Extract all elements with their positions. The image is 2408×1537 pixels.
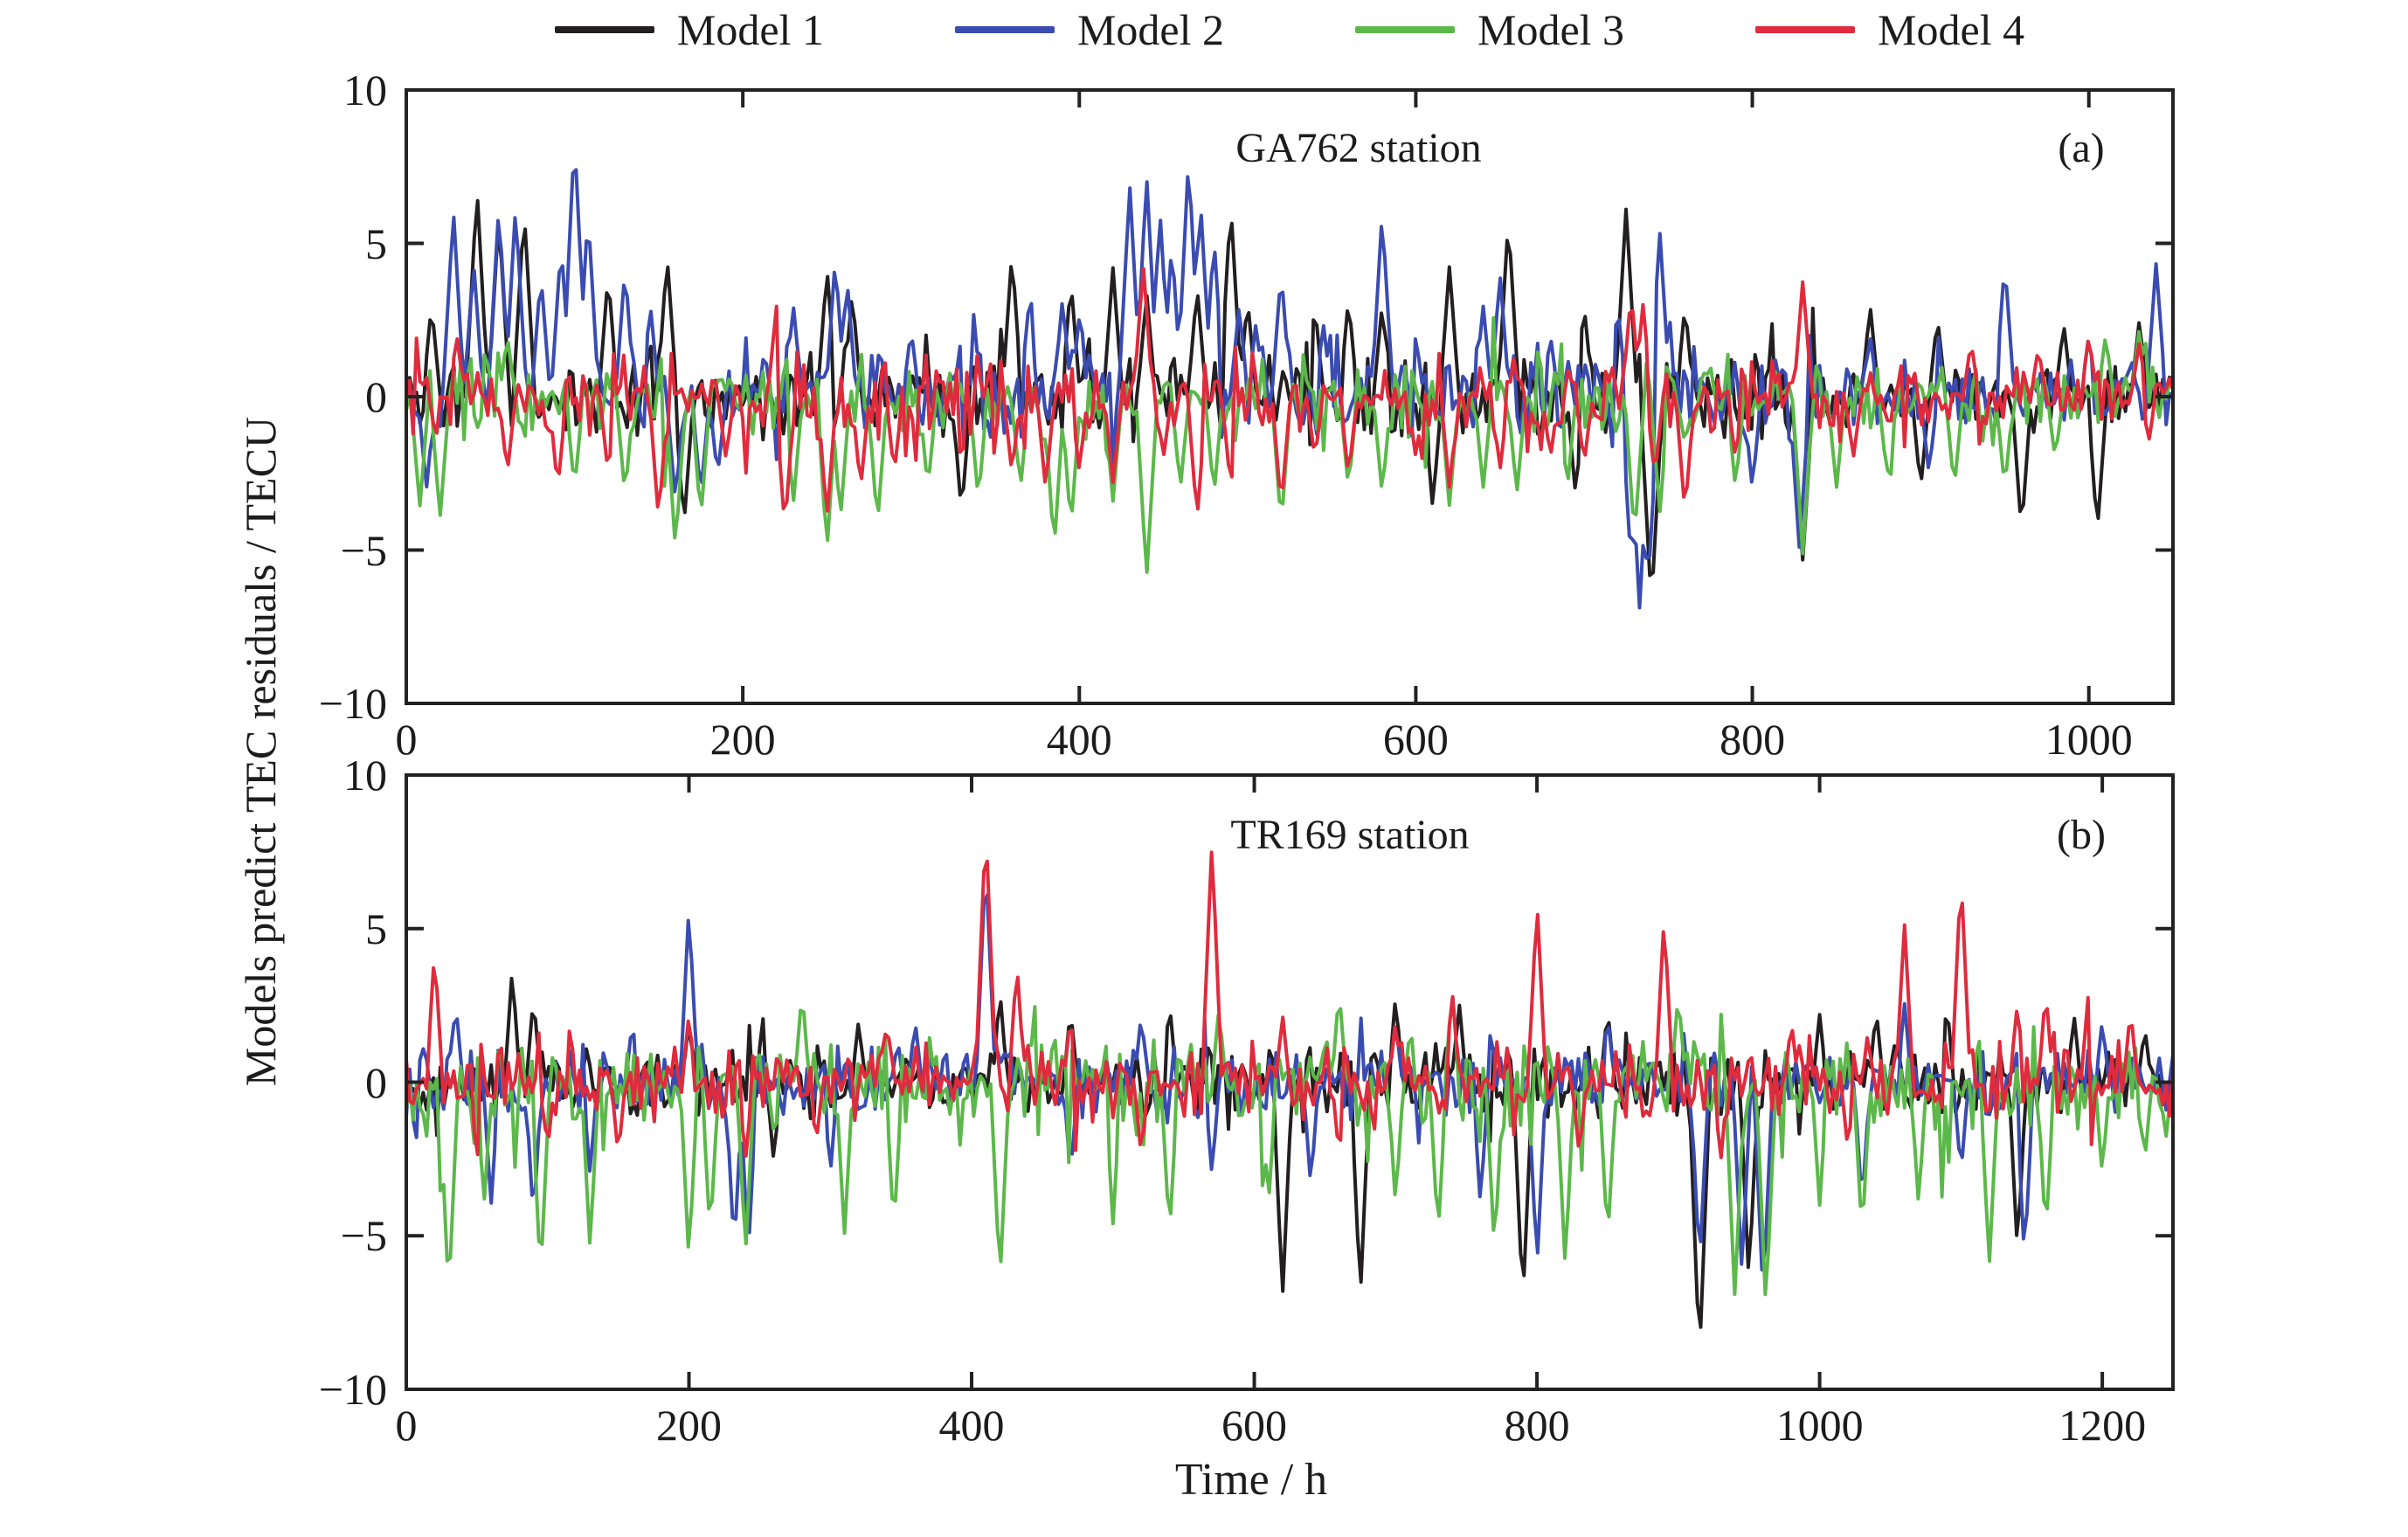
legend-line-swatch xyxy=(554,26,654,33)
y-tick-label: 0 xyxy=(365,372,387,421)
legend-item: Model 1 xyxy=(554,5,824,54)
legend-label: Model 3 xyxy=(1477,5,1625,54)
x-tick-label: 800 xyxy=(1720,715,1786,764)
legend-item: Model 2 xyxy=(954,5,1224,54)
y-tick-label: −5 xyxy=(340,525,387,575)
legend-label: Model 1 xyxy=(676,5,824,54)
legend-line-swatch xyxy=(1755,26,1856,33)
x-tick-label: 800 xyxy=(1504,1401,1570,1450)
x-tick-label: 400 xyxy=(1046,715,1112,764)
y-tick-label: 10 xyxy=(343,66,387,114)
series-path xyxy=(406,976,2173,1329)
y-tick-label: −10 xyxy=(318,1365,387,1414)
panel-b-title: TR169 station xyxy=(1230,812,1470,858)
x-tick-label: 1000 xyxy=(2045,715,2133,764)
panel-b-label: (b) xyxy=(2057,812,2106,858)
legend-line-swatch xyxy=(954,26,1055,33)
x-tick-label: 1200 xyxy=(2059,1401,2147,1450)
y-axis-label: Models predict TEC residuals / TECU xyxy=(236,416,285,1087)
y-tick-label: 5 xyxy=(365,904,387,953)
x-tick-label: 600 xyxy=(1221,1401,1288,1450)
plot-area xyxy=(406,168,2173,610)
legend-item: Model 4 xyxy=(1755,8,2024,52)
y-tick-label: −10 xyxy=(318,679,387,728)
x-tick-label: 1000 xyxy=(1775,1401,1864,1450)
legend-label: Model 4 xyxy=(1878,5,2025,54)
x-tick-label: 0 xyxy=(395,715,418,764)
x-tick-label: 400 xyxy=(938,1401,1005,1450)
legend: Model 1 Model 2 Model 3 Model 4 xyxy=(406,2,2173,58)
x-tick-label: 200 xyxy=(709,715,776,764)
series-path xyxy=(406,267,2173,513)
series-path xyxy=(406,168,2173,610)
x-axis-label: Time / h xyxy=(1174,1455,1328,1505)
legend-item: Model 3 xyxy=(1355,8,1624,52)
series-path xyxy=(406,850,2173,1160)
y-tick-label: 5 xyxy=(365,218,387,268)
x-tick-label: 0 xyxy=(395,1401,418,1450)
x-tick-label: 600 xyxy=(1382,715,1449,764)
y-tick-label: 10 xyxy=(343,751,387,800)
plot-area xyxy=(406,850,2173,1329)
panel-a-label: (a) xyxy=(2058,125,2105,171)
legend-label: Model 2 xyxy=(1076,5,1224,54)
x-tick-label: 200 xyxy=(656,1401,723,1450)
y-tick-label: −5 xyxy=(340,1211,387,1261)
panel-a-title: GA762 station xyxy=(1235,125,1482,171)
legend-line-swatch xyxy=(1355,26,1455,33)
y-tick-label: 0 xyxy=(365,1057,387,1107)
